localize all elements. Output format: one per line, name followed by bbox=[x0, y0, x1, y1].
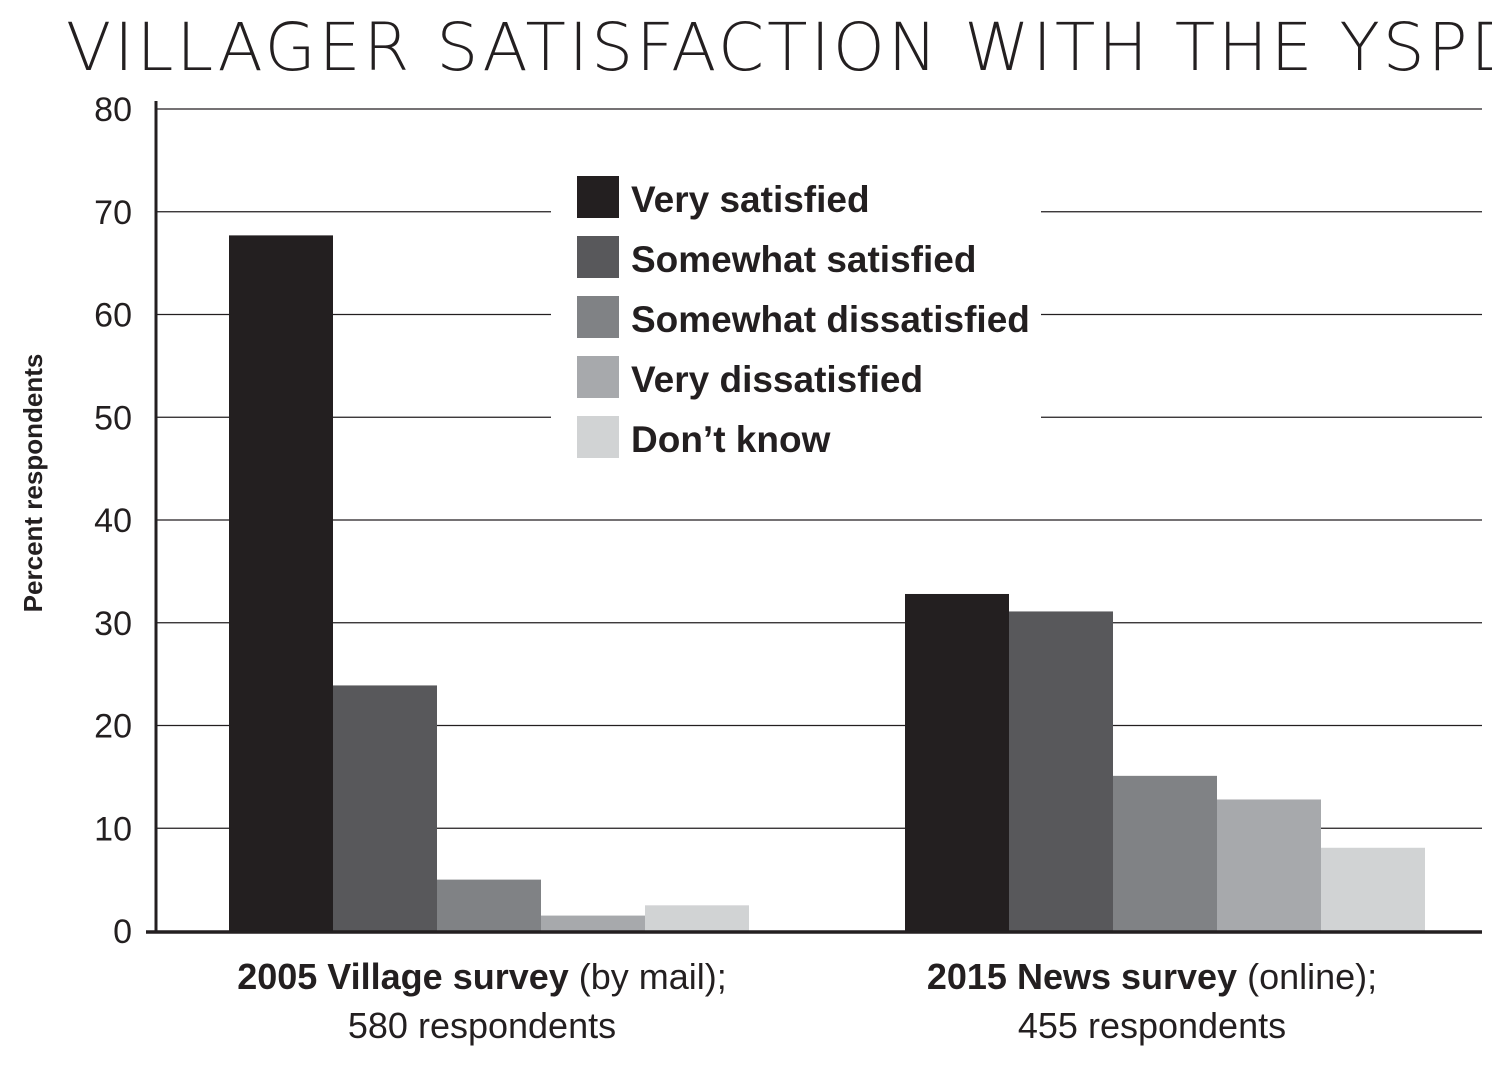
y-tick-label: 50 bbox=[94, 399, 132, 437]
bar bbox=[437, 879, 541, 931]
legend-swatch bbox=[577, 176, 619, 218]
y-tick-label: 80 bbox=[94, 91, 132, 129]
category-label: 2005 Village survey (by mail); bbox=[237, 956, 727, 997]
y-axis-label: Percent respondents bbox=[18, 354, 48, 613]
bar bbox=[905, 593, 1009, 931]
legend: Very satisfied Somewhat satisfied Somewhat… bbox=[577, 176, 1030, 460]
y-tick-label: 70 bbox=[94, 194, 132, 232]
bar bbox=[1009, 611, 1113, 931]
legend-swatch bbox=[577, 356, 619, 398]
bar bbox=[333, 685, 437, 931]
category-labels: 2005 Village survey (by mail); 580 respon… bbox=[237, 956, 1377, 1046]
category-label: 2015 News survey (online); bbox=[927, 956, 1377, 997]
bar bbox=[1113, 775, 1217, 931]
bars bbox=[229, 235, 1425, 931]
legend-label: Somewhat dissatisfied bbox=[631, 299, 1030, 340]
legend-swatch bbox=[577, 236, 619, 278]
legend-background bbox=[551, 160, 1041, 470]
y-tick-label: 40 bbox=[94, 502, 132, 540]
y-tick-label: 0 bbox=[113, 913, 132, 951]
y-tick-label: 10 bbox=[94, 810, 132, 848]
legend-swatch bbox=[577, 296, 619, 338]
category-sublabel: 455 respondents bbox=[1018, 1005, 1286, 1046]
legend-label: Somewhat satisfied bbox=[631, 239, 976, 280]
bar bbox=[645, 905, 749, 931]
bar bbox=[541, 915, 645, 931]
category-sublabel: 580 respondents bbox=[348, 1005, 616, 1046]
bar bbox=[229, 235, 333, 931]
legend-label: Very dissatisfied bbox=[631, 359, 923, 400]
legend-label: Don’t know bbox=[631, 419, 831, 460]
bar bbox=[1321, 847, 1425, 931]
legend-swatch bbox=[577, 416, 619, 458]
y-axis-ticks: 0 10 20 30 40 50 60 70 80 bbox=[94, 91, 132, 951]
legend-label: Very satisfied bbox=[631, 179, 870, 220]
bar bbox=[1217, 799, 1321, 931]
axes bbox=[146, 101, 1482, 934]
y-tick-label: 60 bbox=[94, 297, 132, 335]
y-tick-label: 20 bbox=[94, 708, 132, 746]
chart-title: VILLAGER SATISFACTION WITH THE YSPD bbox=[66, 9, 1492, 86]
y-tick-label: 30 bbox=[94, 605, 132, 643]
